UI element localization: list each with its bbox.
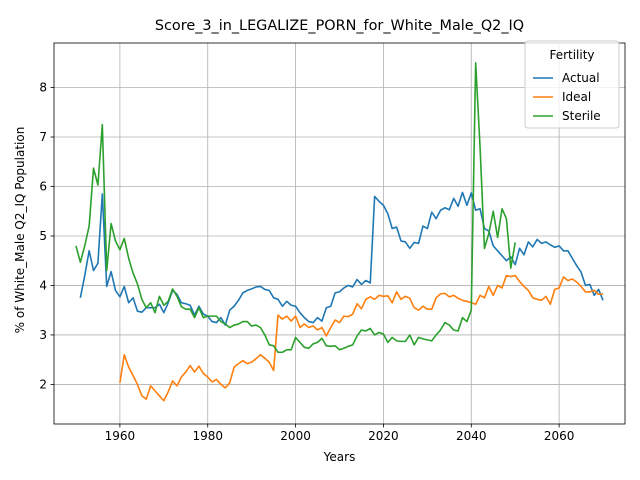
- y-tick-label: 2: [39, 377, 47, 391]
- legend-label-sterile: Sterile: [562, 109, 601, 123]
- legend-label-ideal: Ideal: [562, 90, 591, 104]
- series-line-ideal: [119, 274, 604, 402]
- series-line-sterile: [75, 61, 516, 354]
- plot-frame: [53, 42, 626, 425]
- series-lines: [75, 61, 604, 402]
- x-tick-label: 1980: [192, 429, 223, 443]
- legend-label-actual: Actual: [562, 71, 600, 85]
- legend-title: Fertility: [549, 48, 594, 62]
- y-tick-label: 3: [39, 328, 47, 342]
- chart-title: Score_3_in_LEGALIZE_PORN_for_White_Male_…: [155, 18, 524, 34]
- y-tick-label: 5: [39, 229, 47, 243]
- x-axis-label: Years: [323, 450, 356, 464]
- y-axis-label: % of White_Male Q2_IQ Population: [13, 127, 27, 334]
- x-tick-label: 2020: [368, 429, 399, 443]
- x-tick-label: 1960: [105, 429, 136, 443]
- x-tick-label: 2040: [456, 429, 487, 443]
- legend: Fertility Actual Ideal Sterile: [524, 40, 620, 129]
- legend-box: [524, 40, 620, 129]
- axis-ticks: 1960 1980 2000 2020 2040 2060 2 3 4 5 6 7 8: [39, 81, 574, 443]
- series-line-actual: [79, 191, 604, 326]
- x-tick-label: 2060: [544, 429, 575, 443]
- y-tick-label: 6: [39, 179, 47, 193]
- y-tick-label: 7: [39, 130, 47, 144]
- y-tick-label: 4: [39, 278, 47, 292]
- y-tick-label: 8: [39, 81, 47, 95]
- x-tick-label: 2000: [280, 429, 311, 443]
